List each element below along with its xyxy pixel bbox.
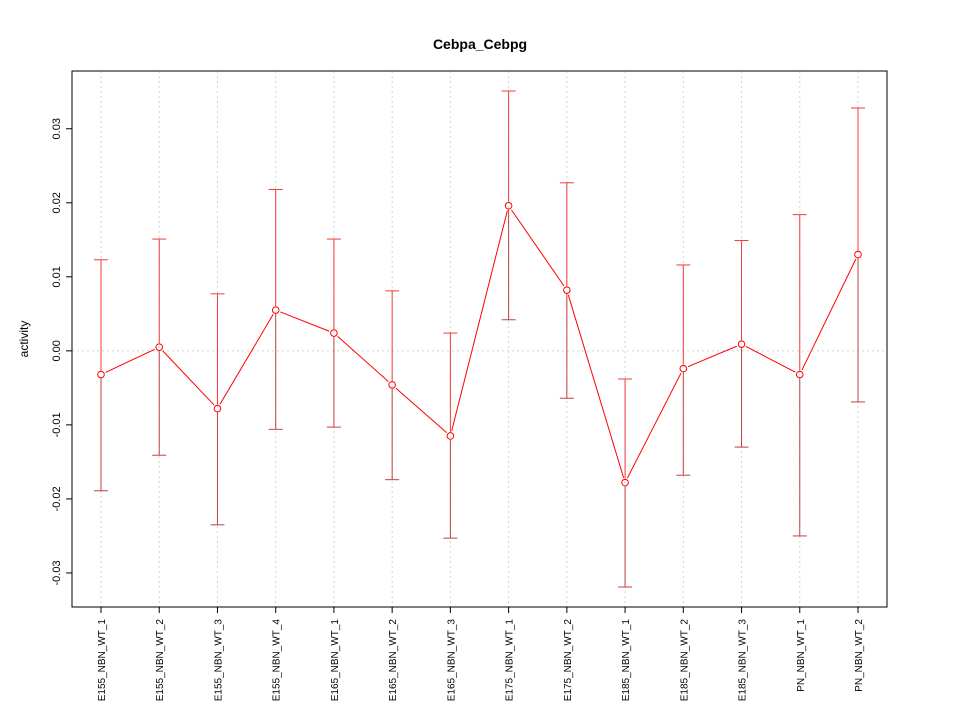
data-point [97, 370, 105, 379]
data-point [155, 343, 164, 351]
series-line-segment [337, 336, 389, 382]
series-line-segment [395, 387, 447, 434]
data-point [446, 432, 455, 440]
data-point [330, 329, 338, 337]
series-line-segment [745, 346, 796, 373]
y-tick-label: -0.02 [51, 486, 63, 511]
x-tick-label: E165_NBN_WT_3 [446, 619, 457, 702]
data-point [737, 340, 746, 348]
y-tick-label: 0.02 [51, 192, 63, 213]
x-tick-label: E185_NBN_WT_1 [621, 619, 632, 702]
grid [72, 71, 887, 607]
data-point [213, 404, 222, 413]
series-line-segment [801, 258, 857, 371]
x-tick-label: E165_NBN_WT_1 [330, 619, 341, 702]
plot-frame [71, 70, 888, 608]
series-line-segment [687, 345, 738, 368]
x-tick-label: E165_NBN_WT_2 [388, 619, 399, 702]
data-point [679, 364, 688, 373]
x-tick-label: E155_NBN_WT_3 [213, 619, 224, 702]
x-tick-label: PN_NBN_WT_2 [854, 619, 865, 692]
axes: E155_NBN_WT_1 E155_NBN_WT_2 E155_NBN_WT_3 E… [51, 118, 865, 701]
marks [94, 90, 865, 588]
x-tick-label: E175_NBN_WT_1 [505, 619, 516, 702]
data-point [271, 306, 280, 314]
series-line-segment [105, 348, 155, 373]
series-line-segment [626, 372, 682, 479]
series-line-segment [162, 350, 215, 406]
series-line-segment [280, 311, 330, 332]
series-line-segment [567, 294, 625, 478]
x-tick-label: E185_NBN_WT_3 [738, 619, 749, 702]
x-tick-label: E185_NBN_WT_2 [679, 619, 690, 702]
chart-title: Cebpa_Cebpg [433, 36, 527, 52]
y-tick-label: 0.03 [51, 118, 63, 139]
y-tick-label: -0.03 [51, 560, 63, 585]
data-point [388, 381, 396, 389]
series-line-segment [219, 314, 274, 405]
y-tick-label: -0.01 [51, 412, 63, 437]
y-tick-label: 0.00 [51, 340, 63, 361]
y-tick-label: 0.01 [51, 266, 63, 287]
x-tick-label: E155_NBN_WT_1 [97, 619, 108, 702]
data-point [854, 250, 862, 259]
series-line-segment [511, 209, 565, 287]
data-point [621, 478, 629, 487]
data-point [795, 370, 804, 379]
series-line-segment [451, 210, 508, 432]
y-axis-label: activity [17, 321, 31, 358]
data-point [504, 201, 513, 210]
x-tick-label: E155_NBN_WT_4 [272, 619, 283, 702]
x-tick-label: PN_NBN_WT_1 [796, 619, 807, 692]
x-tick-label: E175_NBN_WT_2 [563, 619, 574, 702]
data-point [563, 286, 571, 294]
x-tick-label: E155_NBN_WT_2 [155, 619, 166, 702]
